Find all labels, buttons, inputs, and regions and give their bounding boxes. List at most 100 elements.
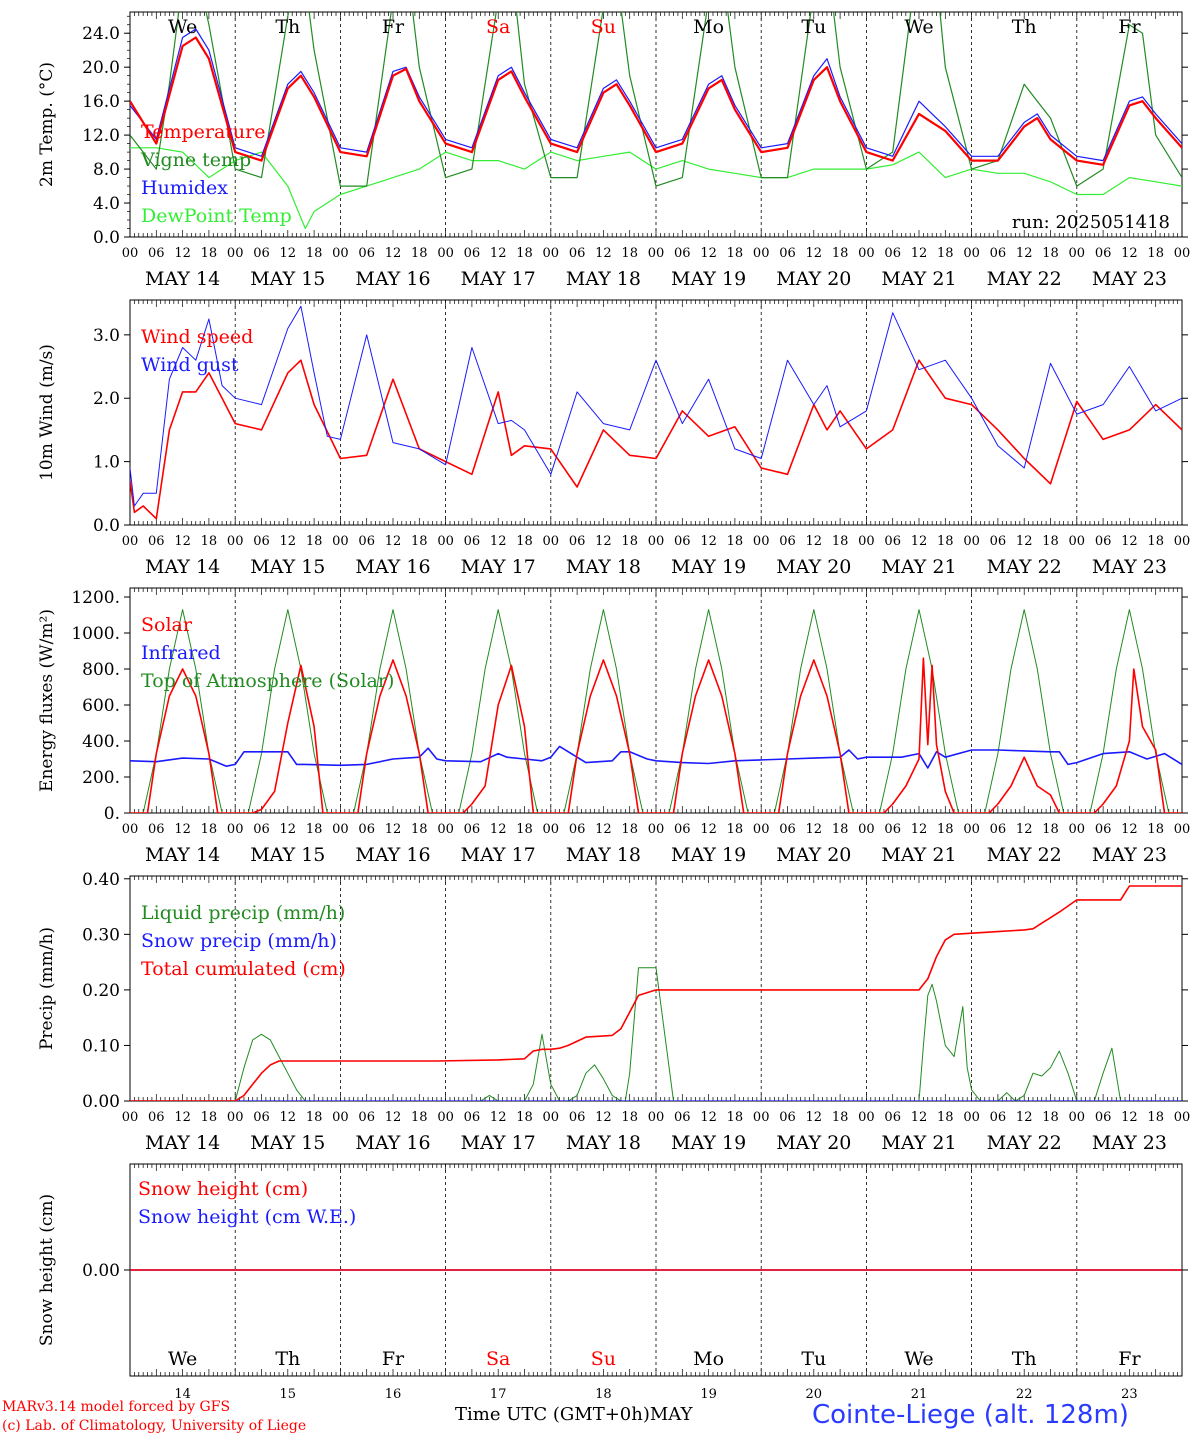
day-number-label: 20 xyxy=(806,1387,823,1402)
y-axis-label: 10m Wind (m/s) xyxy=(37,344,57,481)
hour-tick-label: 00 xyxy=(543,822,560,837)
hour-tick-label: 12 xyxy=(385,1110,402,1125)
y-tick-label: 3.0 xyxy=(93,326,120,346)
hour-tick-label: 18 xyxy=(621,822,638,837)
series-line-temperature xyxy=(130,36,1182,166)
hour-tick-label: 00 xyxy=(753,246,770,261)
hour-tick-label: 00 xyxy=(122,822,139,837)
weekday-label: Fr xyxy=(1118,1348,1141,1370)
date-labels: MAY 14 MAY 15 MAY 16 MAY 17 MAY 18 MAY 19 MAY … xyxy=(145,556,1167,578)
y-tick-label: 1000. xyxy=(71,624,120,644)
day-numbers: 14 15 16 17 18 19 20 21 22 23 xyxy=(174,1387,1137,1402)
date-label: MAY 17 xyxy=(461,556,536,578)
hour-tick-label: 00 xyxy=(332,822,349,837)
hour-tick-label: 00 xyxy=(858,822,875,837)
hour-tick-label: 06 xyxy=(884,534,901,549)
hour-tick-label: 18 xyxy=(621,246,638,261)
date-label: MAY 23 xyxy=(1092,844,1167,866)
weekday-label: Fr xyxy=(382,1348,405,1370)
hour-tick-label: 18 xyxy=(832,1110,849,1125)
hour-tick-label: 06 xyxy=(674,534,691,549)
hour-tick-label: 18 xyxy=(727,822,744,837)
hour-tick-label: 06 xyxy=(884,822,901,837)
weekday-label: Mo xyxy=(693,1348,724,1370)
hour-tick-label: 18 xyxy=(516,822,533,837)
series-group xyxy=(130,609,1182,813)
hour-tick-label: 12 xyxy=(700,246,717,261)
weekday-label: Fr xyxy=(1118,16,1141,38)
hour-tick-label: 06 xyxy=(779,822,796,837)
hour-tick-label: 06 xyxy=(464,822,481,837)
date-label: MAY 21 xyxy=(881,556,956,578)
y-tick-label: 0.40 xyxy=(82,870,120,890)
hour-tick-label: 00 xyxy=(753,822,770,837)
y-tick-label: 800. xyxy=(82,660,120,680)
hour-tick-label: 12 xyxy=(174,822,191,837)
legend-entry: Temperature xyxy=(141,121,265,143)
hour-tick-label: 00 xyxy=(227,822,244,837)
date-label: MAY 18 xyxy=(566,556,641,578)
y-axis-label: Snow height (cm) xyxy=(37,1194,57,1346)
hour-tick-label: 00 xyxy=(1069,246,1086,261)
hour-tick-label: 12 xyxy=(280,534,297,549)
hour-tick-label: 18 xyxy=(1147,246,1164,261)
hour-tick-label: 18 xyxy=(1147,534,1164,549)
hour-tick-label: 12 xyxy=(1121,534,1138,549)
day-number-label: 16 xyxy=(385,1387,402,1402)
hour-tick-label: 06 xyxy=(569,246,586,261)
hour-tick-label: 12 xyxy=(385,246,402,261)
hour-tick-label: 00 xyxy=(1069,822,1086,837)
hour-tick-label: 18 xyxy=(411,822,428,837)
date-label: MAY 17 xyxy=(461,268,536,290)
hour-tick-label: 18 xyxy=(306,246,323,261)
day-number-label: 17 xyxy=(490,1387,507,1402)
date-label: MAY 14 xyxy=(145,844,220,866)
hour-tick-label: 00 xyxy=(753,1110,770,1125)
time-ticks xyxy=(129,876,1183,1101)
time-ticks xyxy=(129,12,1183,237)
hour-tick-label: 00 xyxy=(437,246,454,261)
hour-tick-label: 12 xyxy=(911,534,928,549)
date-label: MAY 21 xyxy=(881,1132,956,1154)
hour-tick-label: 12 xyxy=(280,1110,297,1125)
hour-tick-label: 18 xyxy=(727,1110,744,1125)
hour-tick-label: 06 xyxy=(990,1110,1007,1125)
hour-tick-label: 18 xyxy=(306,822,323,837)
legend-entry: Total cumulated (cm) xyxy=(141,958,346,980)
y-tick-label: 1.0 xyxy=(93,453,120,473)
series-group xyxy=(130,12,1182,230)
hour-tick-label: 06 xyxy=(464,1110,481,1125)
weekday-label: We xyxy=(904,1348,933,1370)
hour-tick-label: 12 xyxy=(595,246,612,261)
date-label: MAY 17 xyxy=(461,1132,536,1154)
weekday-labels: We Th Fr Sa Su Mo Tu We Th Fr xyxy=(168,16,1141,38)
hour-tick-label: 06 xyxy=(358,534,375,549)
date-label: MAY 20 xyxy=(776,268,851,290)
date-label: MAY 23 xyxy=(1092,268,1167,290)
hour-tick-label: 06 xyxy=(884,1110,901,1125)
hour-tick-label: 06 xyxy=(569,534,586,549)
date-label: MAY 19 xyxy=(671,844,746,866)
hour-tick-label: 00 xyxy=(963,1110,980,1125)
panel-precip: 0.00 0.10 0.20 0.30 0.40 Precip (mm/h) Liquid … xyxy=(37,870,1190,1154)
plot-frame xyxy=(129,11,1183,238)
date-label: MAY 19 xyxy=(671,556,746,578)
legend-entry: Liquid precip (mm/h) xyxy=(141,902,345,924)
hour-tick-label: 12 xyxy=(806,246,823,261)
hour-tick-label: 00 xyxy=(648,822,665,837)
hour-tick-label: 18 xyxy=(621,534,638,549)
hour-tick-label: 06 xyxy=(674,1110,691,1125)
weekday-label: Th xyxy=(1012,16,1037,38)
y-tick-label: 0.00 xyxy=(82,1261,120,1281)
hour-tick-label: 18 xyxy=(621,1110,638,1125)
hour-tick-label: 18 xyxy=(832,534,849,549)
hour-tick-label: 06 xyxy=(1095,822,1112,837)
hour-tick-label: 00 xyxy=(963,534,980,549)
hour-tick-label: 00 xyxy=(543,246,560,261)
hour-tick-label: 12 xyxy=(174,246,191,261)
y-tick-label: 0.0 xyxy=(93,228,120,248)
plot-frame xyxy=(129,587,1183,814)
date-label: MAY 16 xyxy=(355,1132,430,1154)
hour-tick-label: 12 xyxy=(490,534,507,549)
